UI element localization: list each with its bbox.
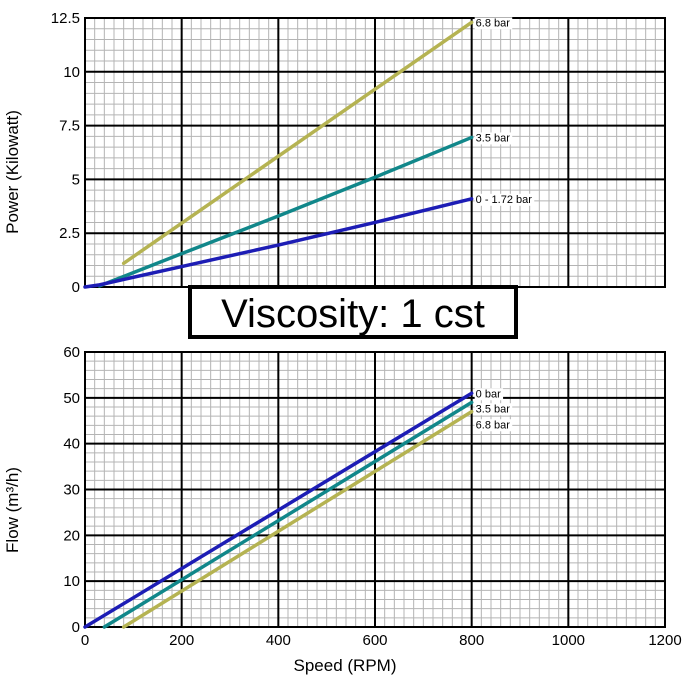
x-tick-label: 400 xyxy=(266,632,291,649)
power-plot: 0 2.5 5 7.5 10 12.5 6.8 bar 3.5 bar 0 - 1.72 bar xyxy=(51,10,666,296)
series-line xyxy=(102,400,474,629)
x-tick-label: 0 xyxy=(81,632,89,649)
series-label-bg xyxy=(474,17,513,30)
x-tick-label: 1000 xyxy=(552,632,585,649)
series-label-bg xyxy=(474,403,513,416)
y-tick-label: 30 xyxy=(63,482,80,499)
x-tick-label: 200 xyxy=(169,632,194,649)
y-tick-label: 7.5 xyxy=(59,118,80,135)
series-line xyxy=(121,20,474,266)
x-tick-label: 600 xyxy=(362,632,387,649)
y-tick-label: 5 xyxy=(72,171,80,188)
x-tick-label: 1200 xyxy=(648,632,681,649)
y-tick-label: 40 xyxy=(63,436,80,453)
viscosity-banner: Viscosity: 1 cst xyxy=(188,285,518,339)
y-tick-label: 2.5 xyxy=(59,225,80,242)
viscosity-banner-box xyxy=(188,285,518,339)
y-tick-label: 0 xyxy=(72,619,80,636)
speed-axis-title: Speed (RPM) xyxy=(294,656,397,675)
y-tick-label: 10 xyxy=(63,573,80,590)
y-tick-label: 60 xyxy=(63,344,80,361)
series-line xyxy=(83,391,474,629)
series-line xyxy=(83,197,474,289)
y-tick-label: 10 xyxy=(63,64,80,81)
y-tick-label: 20 xyxy=(63,527,80,544)
viscosity-banner-text: Viscosity: 1 cst xyxy=(221,292,485,336)
series-label-bg xyxy=(474,388,504,401)
series-label-bg xyxy=(474,419,513,432)
power-axis-title: Power (Kilowatt) xyxy=(3,110,22,234)
series-label: 6.8 bar xyxy=(476,419,511,431)
series-label: 6.8 bar xyxy=(476,17,511,29)
series-label: 0 bar xyxy=(476,388,501,400)
flow-axis-title: Flow (m³/h) xyxy=(3,467,22,553)
y-tick-label: 12.5 xyxy=(51,10,80,27)
series-label-bg xyxy=(474,132,513,145)
plot-frame xyxy=(84,351,666,628)
y-tick-label: 0 xyxy=(72,279,80,296)
series-label: 3.5 bar xyxy=(476,403,511,415)
y-tick-label: 50 xyxy=(63,390,80,407)
series-label: 0 - 1.72 bar xyxy=(476,194,533,206)
series-line xyxy=(97,135,474,288)
series-line xyxy=(121,409,474,629)
x-tick-label: 800 xyxy=(459,632,484,649)
series-label: 3.5 bar xyxy=(476,132,511,144)
series-label-bg xyxy=(474,193,535,206)
